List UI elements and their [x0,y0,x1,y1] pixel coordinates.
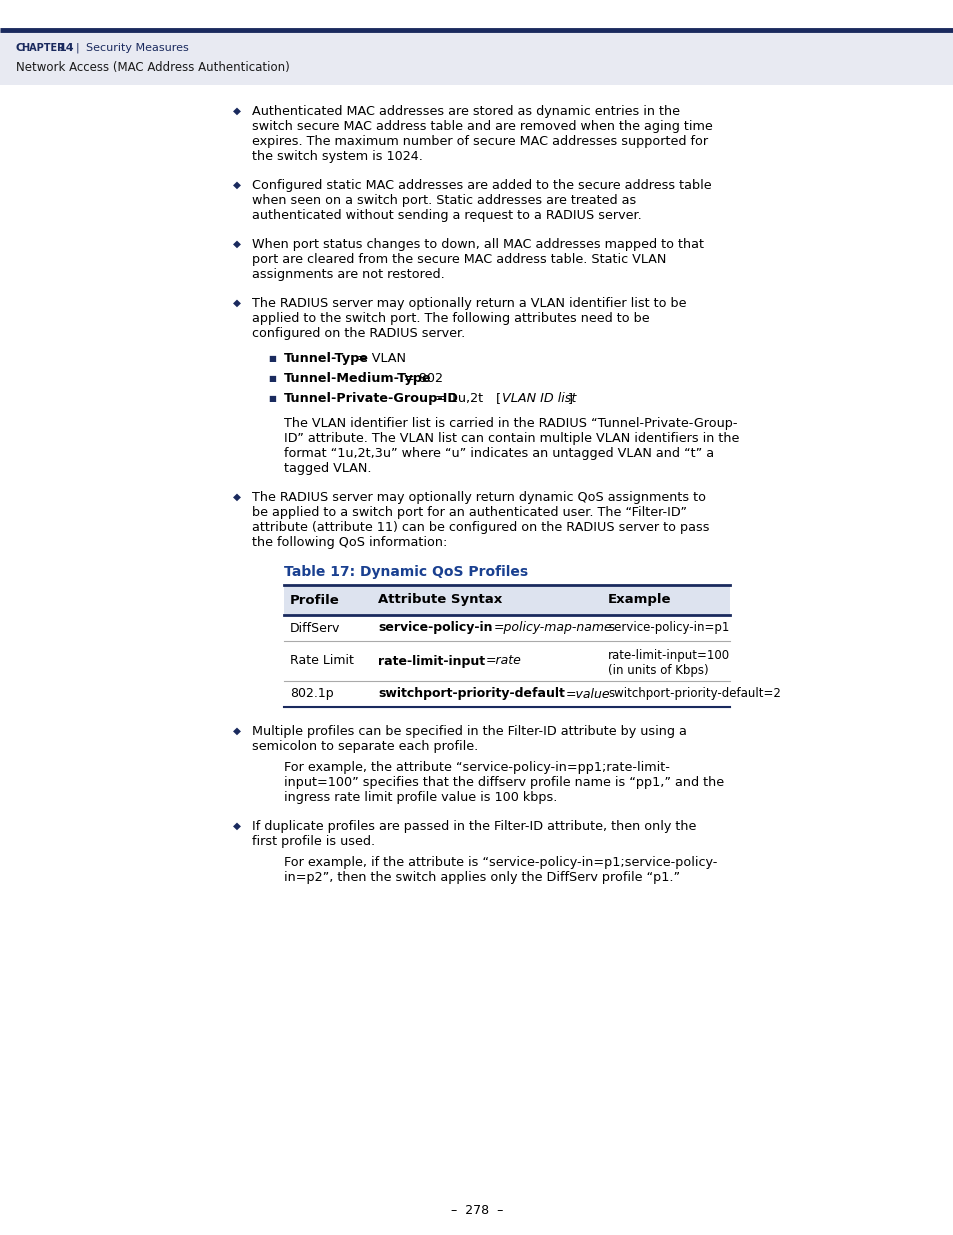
Text: Attribute Syntax: Attribute Syntax [377,594,501,606]
Text: If duplicate profiles are passed in the Filter-ID attribute, then only the: If duplicate profiles are passed in the … [252,820,696,832]
Text: port are cleared from the secure MAC address table. Static VLAN: port are cleared from the secure MAC add… [252,253,666,266]
Text: expires. The maximum number of secure MAC addresses supported for: expires. The maximum number of secure MA… [252,135,707,148]
Text: Security Measures: Security Measures [86,43,189,53]
Text: service-policy-in=p1: service-policy-in=p1 [607,621,729,635]
Text: Tunnel-Private-Group-ID: Tunnel-Private-Group-ID [284,391,458,405]
Text: The RADIUS server may optionally return a VLAN identifier list to be: The RADIUS server may optionally return … [252,296,686,310]
Text: [: [ [479,391,500,405]
Text: switchport-priority-default=2: switchport-priority-default=2 [607,688,781,700]
Text: applied to the switch port. The following attributes need to be: applied to the switch port. The followin… [252,312,649,325]
Text: For example, if the attribute is “service-policy-in=p1;service-policy-: For example, if the attribute is “servic… [284,856,717,869]
Text: in=p2”, then the switch applies only the DiffServ profile “p1.”: in=p2”, then the switch applies only the… [284,871,679,884]
Text: attribute (attribute 11) can be configured on the RADIUS server to pass: attribute (attribute 11) can be configur… [252,521,709,534]
Text: Network Access (MAC Address Authentication): Network Access (MAC Address Authenticati… [16,62,290,74]
Text: format “1u,2t,3u” where “u” indicates an untagged VLAN and “t” a: format “1u,2t,3u” where “u” indicates an… [284,447,714,459]
Text: the following QoS information:: the following QoS information: [252,536,447,550]
Text: ]: ] [567,391,573,405]
Text: The RADIUS server may optionally return dynamic QoS assignments to: The RADIUS server may optionally return … [252,492,705,504]
Text: ingress rate limit profile value is 100 kbps.: ingress rate limit profile value is 100 … [284,790,557,804]
Text: (in units of Kbps): (in units of Kbps) [607,664,708,677]
Text: ◆: ◆ [233,240,241,249]
Text: –  278  –: – 278 – [451,1203,502,1216]
Text: ■: ■ [268,394,275,403]
Text: C: C [16,43,24,53]
Text: VLAN ID list: VLAN ID list [501,391,576,405]
Text: ◆: ◆ [233,106,241,116]
Text: |: | [76,43,79,53]
Text: ■: ■ [268,374,275,383]
Text: be applied to a switch port for an authenticated user. The “Filter-ID”: be applied to a switch port for an authe… [252,506,686,519]
Text: When port status changes to down, all MAC addresses mapped to that: When port status changes to down, all MA… [252,238,703,251]
Text: configured on the RADIUS server.: configured on the RADIUS server. [252,327,465,340]
Text: =rate: =rate [486,655,521,667]
Text: Configured static MAC addresses are added to the secure address table: Configured static MAC addresses are adde… [252,179,711,191]
Text: Tunnel-Type: Tunnel-Type [284,352,369,366]
Text: Authenticated MAC addresses are stored as dynamic entries in the: Authenticated MAC addresses are stored a… [252,105,679,119]
Text: ■: ■ [268,354,275,363]
Text: Rate Limit: Rate Limit [290,655,354,667]
Bar [0,30,953,85]
Text: ◆: ◆ [233,298,241,308]
Text: switchport-priority-default: switchport-priority-default [377,688,564,700]
Text: when seen on a switch port. Static addresses are treated as: when seen on a switch port. Static addre… [252,194,636,207]
Text: = 1u,2t: = 1u,2t [435,391,482,405]
Text: 14: 14 [59,43,74,53]
Text: ◆: ◆ [233,726,241,736]
Text: Profile: Profile [290,594,339,606]
Text: Tunnel-Medium-Type: Tunnel-Medium-Type [284,372,431,385]
Text: = 802: = 802 [403,372,442,385]
Text: The VLAN identifier list is carried in the RADIUS “Tunnel-Private-Group-: The VLAN identifier list is carried in t… [284,417,737,430]
Text: Multiple profiles can be specified in the Filter-ID attribute by using a: Multiple profiles can be specified in th… [252,725,686,739]
Text: 802.1p: 802.1p [290,688,334,700]
Text: Table 17: Dynamic QoS Profiles: Table 17: Dynamic QoS Profiles [284,564,528,579]
Text: authenticated without sending a request to a RADIUS server.: authenticated without sending a request … [252,209,641,222]
Text: service-policy-in: service-policy-in [377,621,492,635]
Text: ◆: ◆ [233,492,241,501]
Text: tagged VLAN.: tagged VLAN. [284,462,371,475]
Text: DiffServ: DiffServ [290,621,340,635]
Text: semicolon to separate each profile.: semicolon to separate each profile. [252,740,477,753]
Text: the switch system is 1024.: the switch system is 1024. [252,149,422,163]
Text: first profile is used.: first profile is used. [252,835,375,848]
Text: = VLAN: = VLAN [356,352,406,366]
Text: HAPTER: HAPTER [21,43,65,53]
Text: input=100” specifies that the diffserv profile name is “pp1,” and the: input=100” specifies that the diffserv p… [284,776,723,789]
Text: switch secure MAC address table and are removed when the aging time: switch secure MAC address table and are … [252,120,712,133]
Bar [284,585,729,615]
Text: Example: Example [607,594,671,606]
Text: ID” attribute. The VLAN list can contain multiple VLAN identifiers in the: ID” attribute. The VLAN list can contain… [284,432,739,445]
Text: ◆: ◆ [233,180,241,190]
Text: assignments are not restored.: assignments are not restored. [252,268,444,282]
Text: ◆: ◆ [233,821,241,831]
Text: For example, the attribute “service-policy-in=pp1;rate-limit-: For example, the attribute “service-poli… [284,761,669,774]
Text: =value: =value [565,688,610,700]
Text: =policy-map-name: =policy-map-name [493,621,612,635]
Text: rate-limit-input: rate-limit-input [377,655,485,667]
Text: rate-limit-input=100: rate-limit-input=100 [607,650,729,662]
